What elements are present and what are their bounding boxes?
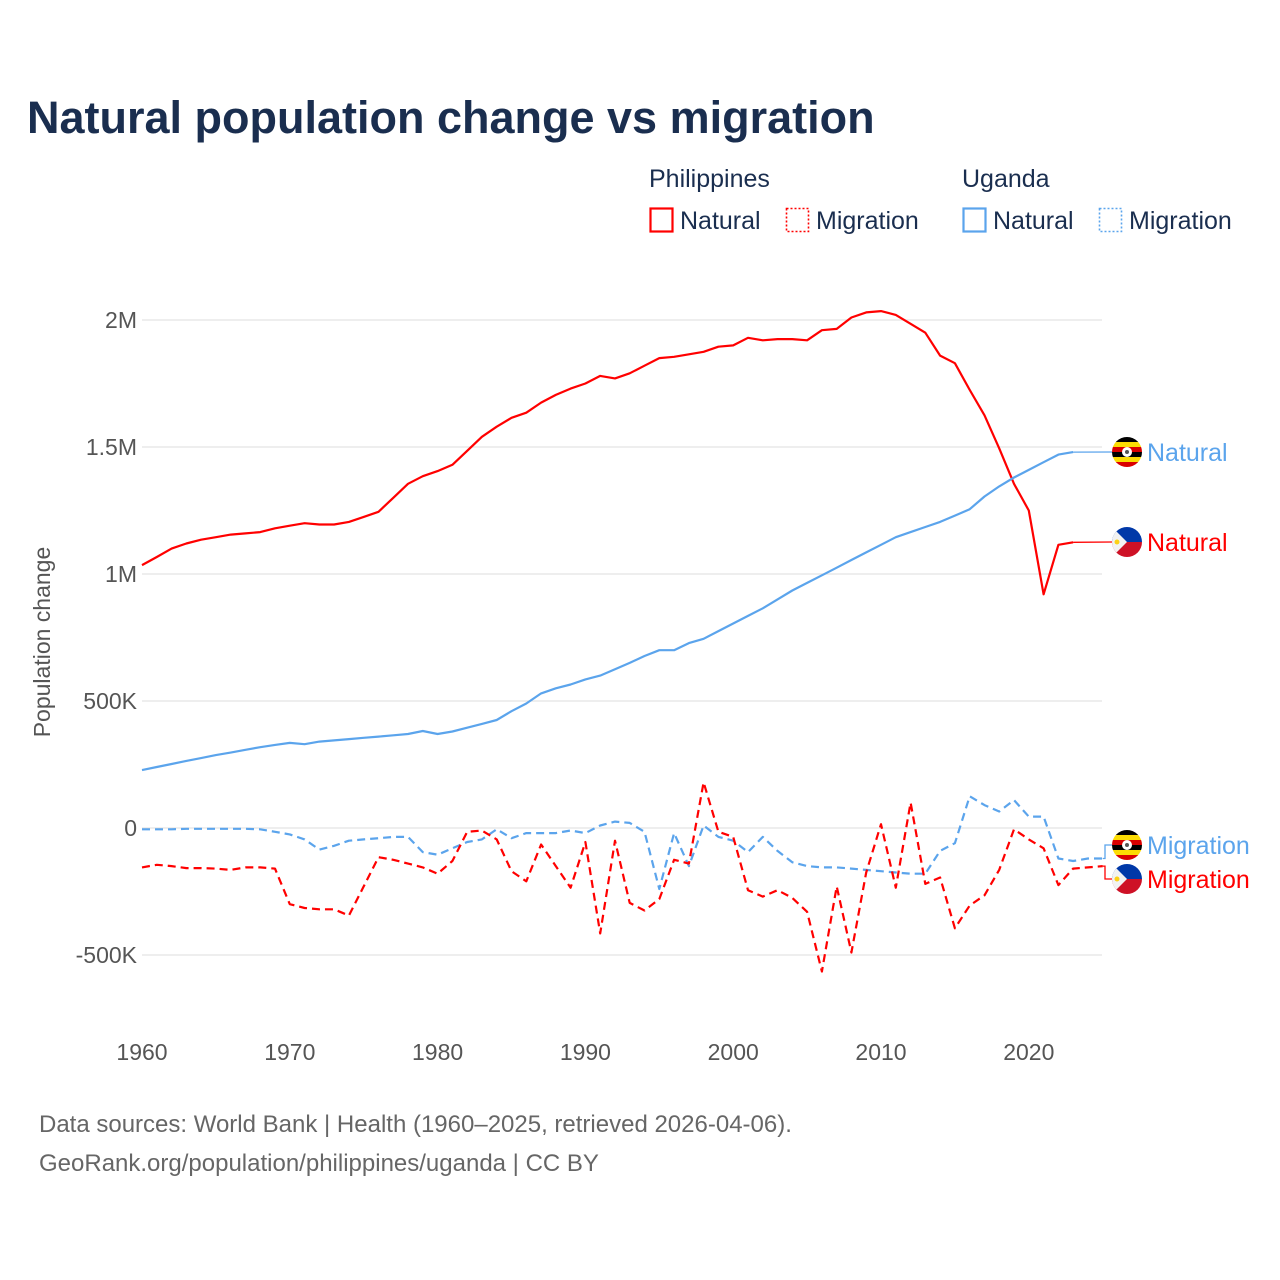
x-tick-label: 2010	[855, 1039, 906, 1065]
x-tick-label: 2020	[1003, 1039, 1054, 1065]
footer-attribution[interactable]: GeoRank.org/population/philippines/ugand…	[39, 1150, 599, 1177]
legend-group-uganda: Uganda	[962, 165, 1050, 193]
legend: Philippines Uganda Natural Migration Nat…	[649, 165, 1232, 235]
philippines-flag-icon	[1112, 527, 1142, 557]
footer-sources: Data sources: World Bank | Health (1960–…	[39, 1111, 792, 1138]
x-tick-label: 1980	[412, 1039, 463, 1065]
legend-swatch-uganda-migration	[1098, 207, 1123, 233]
x-tick-label: 1960	[116, 1039, 167, 1065]
series-lines	[141, 310, 1103, 973]
series-line-uganda-natural[interactable]	[141, 451, 1074, 772]
end-label-philippines-migration[interactable]: Migration	[1147, 866, 1250, 894]
end-label-connector	[1102, 865, 1112, 880]
uganda-flag-icon	[1112, 437, 1142, 467]
y-tick-label: -500K	[76, 942, 138, 968]
x-tick-label: 2000	[708, 1039, 759, 1065]
series-line-philippines-migration[interactable]	[141, 781, 1103, 973]
legend-swatch-philippines-natural	[649, 207, 674, 233]
legend-swatch-uganda-natural	[962, 207, 987, 233]
end-label-uganda-natural[interactable]: Natural	[1147, 439, 1228, 467]
x-tick-label: 1990	[560, 1039, 611, 1065]
series-line-uganda-migration[interactable]	[142, 795, 1103, 891]
end-label-uganda-migration[interactable]: Migration	[1147, 832, 1250, 860]
y-tick-label: 1M	[105, 561, 137, 587]
legend-group-philippines: Philippines	[649, 165, 770, 193]
x-ticks: 1960 1970 1980 1990 2000 2010 2020	[116, 1039, 1054, 1065]
y-tick-label: 2M	[105, 307, 137, 333]
philippines-flag-icon	[1112, 864, 1142, 894]
gridlines	[142, 319, 1102, 956]
y-axis-label: Population change	[29, 547, 55, 738]
legend-label-uganda-natural[interactable]: Natural	[993, 207, 1074, 235]
end-label-philippines-natural[interactable]: Natural	[1147, 529, 1228, 557]
y-ticks: 2M 1.5M 1M 500K 0 -500K	[76, 307, 138, 968]
y-tick-label: 1.5M	[86, 434, 137, 460]
legend-swatch-philippines-migration	[785, 207, 810, 233]
legend-label-philippines-natural[interactable]: Natural	[680, 207, 761, 235]
legend-label-uganda-migration[interactable]: Migration	[1129, 207, 1232, 235]
x-tick-label: 1970	[264, 1039, 315, 1065]
legend-label-philippines-migration[interactable]: Migration	[816, 207, 919, 235]
end-labels: Natural Natural Migration Migration	[1073, 437, 1250, 894]
end-label-connector	[1102, 844, 1112, 860]
series-line-philippines-natural[interactable]	[141, 310, 1074, 596]
y-tick-label: 500K	[83, 688, 137, 714]
uganda-flag-icon	[1112, 830, 1142, 860]
y-tick-label: 0	[124, 815, 137, 841]
chart-title: Natural population change vs migration	[27, 92, 875, 143]
